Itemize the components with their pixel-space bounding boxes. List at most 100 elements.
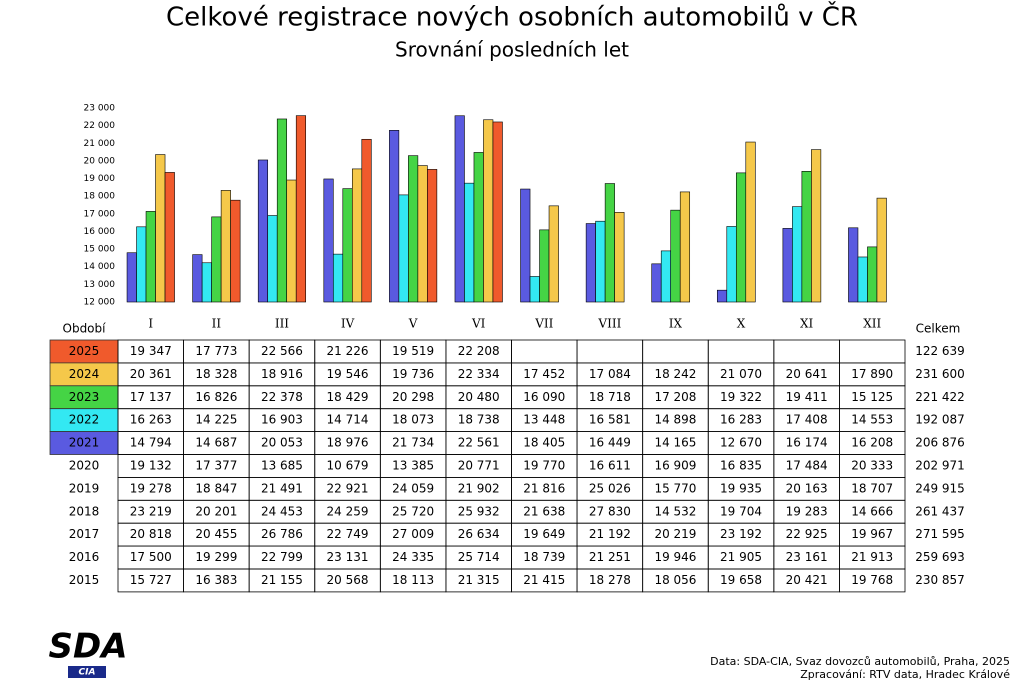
row-total: 192 087 <box>915 413 965 427</box>
row-year: 2024 <box>69 367 100 381</box>
table-value: 22 925 <box>786 527 828 541</box>
table-value: 21 251 <box>589 550 631 564</box>
table-value: 20 201 <box>195 504 237 518</box>
table-value: 21 226 <box>327 344 369 358</box>
table-value: 12 670 <box>720 436 762 450</box>
x-tick-label: IV <box>341 317 355 331</box>
table-cell <box>839 339 906 364</box>
x-tick-label: II <box>212 317 222 331</box>
table-value: 14 794 <box>130 436 172 450</box>
y-tick-label: 22 000 <box>84 121 116 131</box>
bar <box>483 119 494 303</box>
table-value: 16 174 <box>786 436 828 450</box>
table-value: 18 739 <box>523 550 565 564</box>
bar <box>211 216 222 303</box>
table-value: 21 905 <box>720 550 762 564</box>
table-value: 27 009 <box>392 527 434 541</box>
table-value: 15 125 <box>851 390 893 404</box>
chart-subtitle: Srovnání posledních let <box>395 38 629 62</box>
y-tick-label: 12 000 <box>84 298 116 308</box>
row-total: 249 915 <box>915 481 965 495</box>
period-header: Období <box>63 322 107 336</box>
table-value: 23 192 <box>720 527 762 541</box>
table-value: 21 070 <box>720 367 762 381</box>
bar <box>679 191 691 303</box>
bar <box>323 178 334 303</box>
bar <box>267 215 278 303</box>
bar <box>867 246 878 303</box>
table-value: 20 818 <box>130 527 172 541</box>
table-value: 14 553 <box>851 413 893 427</box>
x-tick-label: X <box>737 317 746 331</box>
y-tick-label: 23 000 <box>84 104 116 114</box>
y-tick-label: 17 000 <box>84 209 116 219</box>
row-total: 230 857 <box>915 573 965 587</box>
table-value: 26 786 <box>261 527 303 541</box>
row-year: 2015 <box>69 573 100 587</box>
table-cell <box>576 339 644 364</box>
bar <box>585 223 596 303</box>
x-tick-label: III <box>275 317 289 331</box>
bar <box>857 256 868 303</box>
bar <box>295 115 307 303</box>
logo-sub: CIA <box>79 668 96 678</box>
table-value: 19 768 <box>851 573 893 587</box>
logo-main: SDA <box>48 627 127 667</box>
bar <box>257 159 269 303</box>
footer-processing: Zpracování: RTV data, Hradec Králové <box>800 668 1010 681</box>
table-value: 18 073 <box>392 413 434 427</box>
table-value: 14 714 <box>327 413 369 427</box>
table-value: 23 131 <box>327 550 369 564</box>
table-value: 25 714 <box>458 550 500 564</box>
table-value: 16 090 <box>523 390 565 404</box>
table-value: 18 738 <box>458 413 500 427</box>
table-cell <box>642 339 709 364</box>
table-value: 17 408 <box>786 413 828 427</box>
table-value: 17 377 <box>195 458 237 472</box>
table-value: 24 453 <box>261 504 303 518</box>
x-tick-label: IX <box>669 317 683 331</box>
bar <box>782 228 793 303</box>
row-year: 2017 <box>69 527 100 541</box>
bar <box>529 276 540 303</box>
table-value: 18 976 <box>327 436 369 450</box>
table-value: 20 361 <box>130 367 172 381</box>
x-tick-label: VI <box>471 317 486 331</box>
row-year: 2023 <box>69 390 100 404</box>
table-value: 22 566 <box>261 344 303 358</box>
bar <box>811 149 822 303</box>
logo-bar <box>68 666 106 678</box>
row-year: 2021 <box>69 436 100 450</box>
table-value: 20 641 <box>786 367 828 381</box>
bar <box>726 226 737 303</box>
bar <box>230 199 241 303</box>
table-value: 14 687 <box>195 436 237 450</box>
row-total: 259 693 <box>915 550 965 564</box>
table-value: 18 916 <box>261 367 303 381</box>
table-value: 19 946 <box>654 550 696 564</box>
bar <box>155 154 166 303</box>
table-value: 19 132 <box>130 458 172 472</box>
table-value: 19 278 <box>130 481 172 495</box>
table-value: 19 649 <box>523 527 565 541</box>
table-value: 16 263 <box>130 413 172 427</box>
table-value: 21 491 <box>261 481 303 495</box>
table-value: 18 242 <box>654 367 696 381</box>
bar <box>464 182 475 303</box>
table-value: 22 334 <box>458 367 500 381</box>
table-value: 24 259 <box>327 504 369 518</box>
bar <box>342 188 353 303</box>
x-tick-label: XII <box>863 317 881 331</box>
bar <box>660 250 672 303</box>
table-value: 16 835 <box>720 458 762 472</box>
bar <box>670 209 681 303</box>
row-year: 2018 <box>69 504 100 518</box>
table-value: 21 902 <box>458 481 500 495</box>
table-value: 22 208 <box>458 344 500 358</box>
table-value: 21 192 <box>589 527 631 541</box>
bar <box>801 170 812 303</box>
table-value: 20 333 <box>851 458 893 472</box>
row-total: 206 876 <box>915 436 965 450</box>
table-value: 18 328 <box>195 367 237 381</box>
footer-source: Data: SDA-CIA, Svaz dovozců automobilů, … <box>710 655 1010 668</box>
